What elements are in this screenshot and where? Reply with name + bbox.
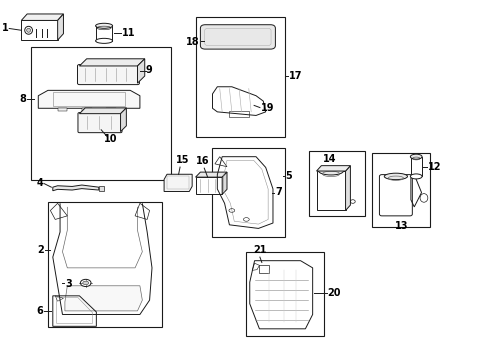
Text: 8: 8: [19, 94, 26, 104]
Bar: [31, 47, 171, 180]
Bar: [316, 171, 345, 211]
Ellipse shape: [82, 281, 88, 285]
Polygon shape: [53, 185, 99, 191]
Polygon shape: [38, 90, 140, 108]
Polygon shape: [79, 59, 144, 66]
Ellipse shape: [25, 26, 32, 34]
Bar: [371, 153, 429, 226]
Ellipse shape: [384, 173, 407, 180]
Polygon shape: [121, 108, 126, 132]
Text: 3: 3: [65, 279, 72, 289]
Bar: [246, 252, 323, 336]
Text: 14: 14: [322, 154, 336, 164]
Bar: [167, 176, 189, 189]
Polygon shape: [21, 14, 63, 21]
Bar: [212, 148, 285, 237]
Bar: [48, 202, 162, 327]
Text: 13: 13: [394, 221, 407, 231]
Text: 4: 4: [36, 178, 43, 188]
Text: 10: 10: [104, 135, 118, 144]
FancyBboxPatch shape: [77, 64, 139, 85]
Bar: [21, 21, 58, 40]
Bar: [195, 17, 285, 137]
Bar: [58, 108, 67, 111]
Polygon shape: [65, 286, 142, 311]
Bar: [229, 111, 248, 117]
Text: 7: 7: [275, 187, 282, 197]
Bar: [81, 108, 91, 111]
FancyBboxPatch shape: [78, 113, 122, 133]
Ellipse shape: [95, 39, 112, 43]
Polygon shape: [222, 172, 226, 194]
Bar: [53, 93, 125, 106]
FancyBboxPatch shape: [200, 25, 275, 49]
Polygon shape: [79, 108, 126, 114]
Bar: [259, 265, 268, 273]
Ellipse shape: [409, 174, 421, 179]
Polygon shape: [195, 172, 226, 177]
Text: 5: 5: [285, 171, 291, 181]
Text: 2: 2: [37, 245, 44, 255]
Polygon shape: [137, 59, 144, 83]
Text: 21: 21: [253, 245, 266, 255]
Polygon shape: [345, 166, 350, 211]
Text: 15: 15: [175, 155, 189, 165]
Text: 1: 1: [1, 23, 8, 33]
Ellipse shape: [409, 154, 421, 159]
Text: 17: 17: [288, 71, 302, 81]
Text: 12: 12: [427, 162, 440, 172]
Text: 19: 19: [260, 103, 274, 113]
Bar: [195, 177, 222, 194]
Polygon shape: [58, 14, 63, 40]
Text: 16: 16: [196, 156, 209, 166]
Bar: [106, 108, 116, 111]
Ellipse shape: [318, 167, 343, 175]
FancyBboxPatch shape: [379, 175, 411, 216]
Text: 18: 18: [186, 37, 200, 47]
Text: 9: 9: [145, 65, 152, 75]
Polygon shape: [316, 166, 350, 171]
Bar: [308, 151, 364, 216]
Ellipse shape: [80, 279, 91, 287]
Bar: [96, 26, 112, 41]
Text: 6: 6: [36, 306, 43, 316]
Bar: [410, 157, 421, 176]
Text: 20: 20: [327, 288, 341, 298]
Bar: [99, 186, 103, 192]
Ellipse shape: [95, 23, 112, 28]
Text: 11: 11: [122, 28, 135, 37]
Polygon shape: [164, 174, 192, 192]
Ellipse shape: [27, 28, 30, 32]
